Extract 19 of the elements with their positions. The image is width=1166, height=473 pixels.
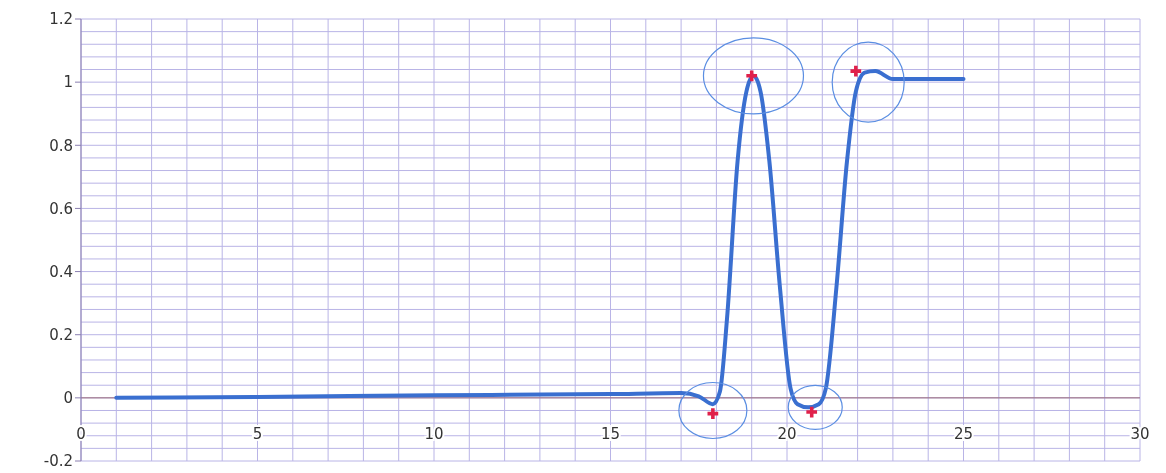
x-tick-label: 20 [777,425,797,443]
y-tick-label: -0.2 [43,452,73,471]
y-tick-label: 0 [63,389,73,408]
x-tick-label: 10 [424,425,444,443]
y-tick-label: 1 [63,73,73,92]
point [806,406,818,418]
y-tick-label: 0.6 [49,199,73,218]
point [746,70,758,82]
y-tick-label: 0.2 [49,326,73,345]
y-tick-label: 0.8 [49,136,73,155]
x-tick-label: 30 [1130,425,1150,443]
x-tick-label: 15 [600,425,621,443]
x-tick-label: 5 [252,425,263,443]
x-tick-label: 25 [953,425,974,443]
y-tick-label: 1.2 [49,10,73,29]
point [850,65,862,77]
y-tick-label: 0.4 [49,262,73,281]
x-tick-label: 0 [76,425,86,443]
point [707,408,719,420]
